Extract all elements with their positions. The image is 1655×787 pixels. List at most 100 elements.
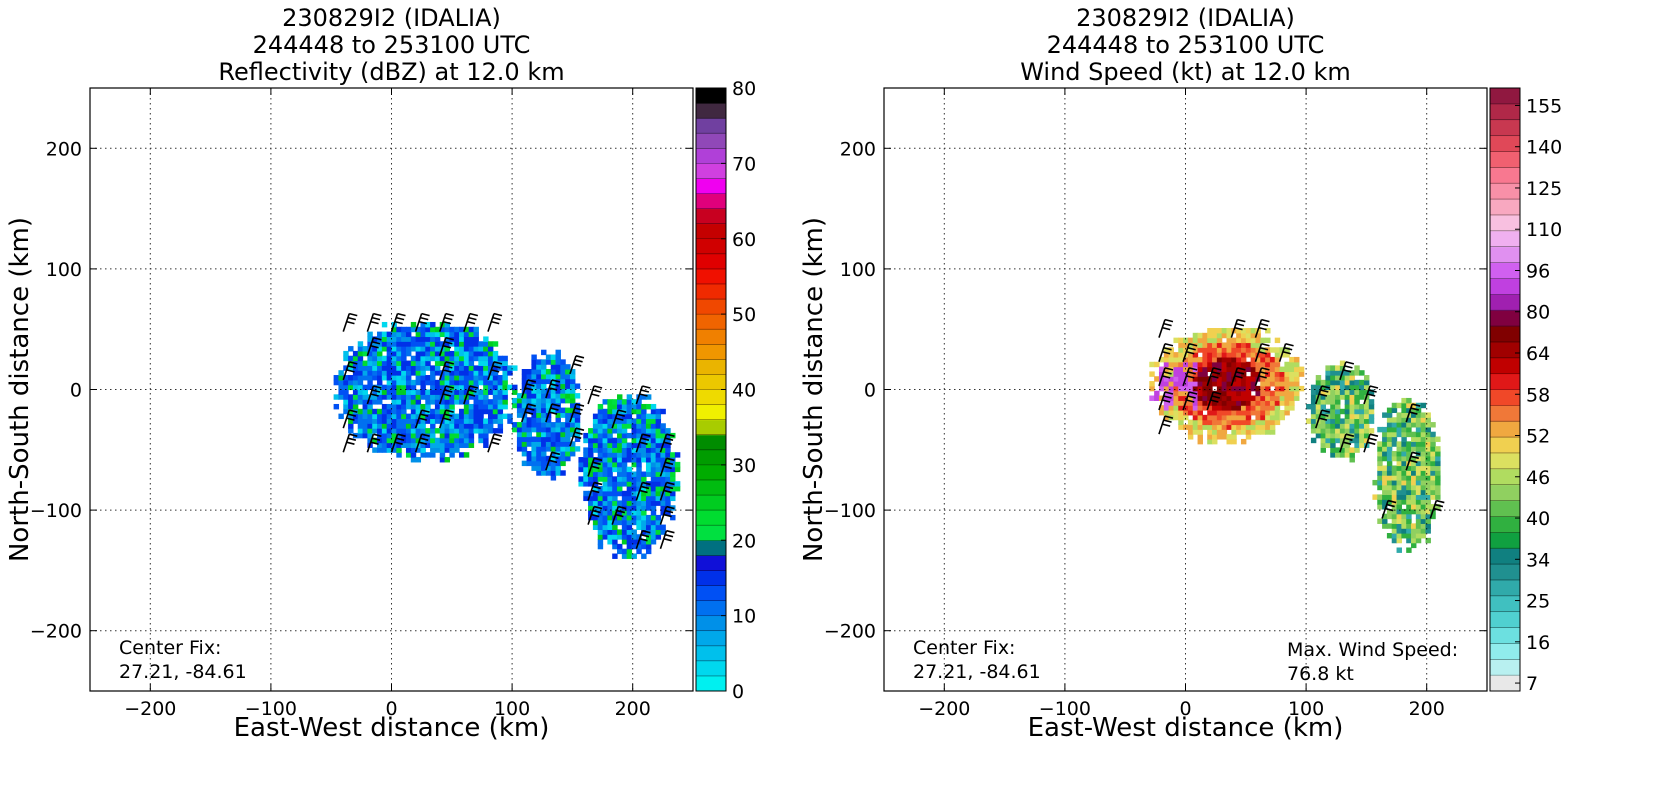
- colorbar-tick-label: 16: [1526, 632, 1550, 654]
- colorbar-swatch: [1490, 468, 1520, 486]
- wind-barb: [520, 403, 536, 423]
- x-tick-label: 200: [1409, 698, 1445, 720]
- colorbar-swatch: [696, 268, 726, 285]
- wind-barb: [611, 409, 627, 429]
- colorbar-tick-label: 64: [1526, 343, 1550, 365]
- colorbar-swatch: [1490, 389, 1520, 406]
- colorbar-swatch: [696, 495, 726, 511]
- colorbar-tick-label: 110: [1526, 219, 1562, 241]
- colorbar-tick-label: 10: [732, 606, 756, 628]
- wind-barb: [390, 312, 406, 332]
- wind-barb: [342, 361, 358, 381]
- colorbar-swatch: [696, 88, 726, 104]
- y-axis-label: North-South distance (km): [799, 217, 829, 562]
- wind-barb: [414, 312, 430, 332]
- colorbar-swatch: [696, 585, 726, 602]
- y-tick-label: −100: [30, 500, 82, 522]
- colorbar-swatch: [696, 299, 726, 315]
- wind-barb: [1381, 499, 1397, 519]
- wind-barbs: [342, 312, 675, 549]
- x-tick-label: 100: [1288, 698, 1324, 720]
- colorbar-tick-label: 155: [1526, 95, 1562, 117]
- colorbar-tick-label: 30: [732, 455, 756, 477]
- wind-barb: [635, 481, 651, 501]
- colorbar-swatch: [1490, 246, 1520, 264]
- center-fix-value: 27.21, -84.61: [119, 661, 247, 683]
- center-fix-label: Center Fix:: [119, 637, 221, 659]
- colorbar-tick-label: 80: [1526, 302, 1550, 324]
- echo-region: [333, 321, 518, 463]
- wind-barb: [1405, 451, 1421, 471]
- colorbar-swatch: [696, 630, 726, 647]
- colorbar-swatch: [1490, 484, 1520, 502]
- wind-barb: [342, 312, 358, 332]
- wind-barb: [545, 451, 561, 471]
- wind-barb: [487, 312, 503, 332]
- wind-barb: [1405, 403, 1421, 423]
- wind-barb: [1230, 318, 1246, 338]
- wind-barb: [635, 385, 651, 405]
- colorbar-tick-label: 58: [1526, 384, 1550, 406]
- colorbar-swatch: [696, 389, 726, 406]
- colorbar: 0 10 20 30 40 50 60 70 80: [695, 78, 756, 703]
- wind-barb: [1314, 409, 1330, 429]
- colorbar-swatch: [1490, 135, 1520, 152]
- wind-barb: [1158, 367, 1174, 387]
- colorbar-swatch: [696, 253, 726, 270]
- wind-barb: [487, 361, 503, 381]
- wind-barb: [1314, 385, 1330, 405]
- wind-barb: [366, 433, 382, 453]
- wind-barb: [569, 355, 585, 375]
- colorbar-swatch: [1490, 564, 1520, 581]
- wind-barb: [569, 427, 585, 447]
- wind-barb: [342, 433, 358, 453]
- colorbar-swatch: [696, 238, 726, 255]
- data-layer: [333, 312, 681, 559]
- colorbar-swatch: [1490, 532, 1520, 549]
- colorbar-tick-label: 52: [1526, 426, 1550, 448]
- wind-barb: [366, 336, 382, 356]
- colorbar-swatch: [1490, 643, 1520, 660]
- y-tick-label: −200: [30, 621, 82, 643]
- echo-region: [512, 349, 581, 481]
- colorbar-tick-label: 0: [732, 681, 744, 703]
- max-wind-value: 76.8 kt: [1287, 663, 1354, 685]
- chart-title-line: 230829I2 (IDALIA): [1076, 4, 1295, 32]
- colorbar-swatch: [1490, 214, 1520, 232]
- colorbar-swatch: [696, 223, 726, 240]
- wind-barb: [414, 409, 430, 429]
- colorbar: 7 16 25 34 40 46 52 58 64 80 96 110 125 140 155: [1489, 87, 1562, 695]
- data-layer: [1149, 318, 1445, 553]
- wind-barb: [1230, 367, 1246, 387]
- colorbar-swatch: [696, 449, 726, 466]
- colorbar-swatch: [696, 359, 726, 375]
- echo-region: [1149, 327, 1305, 445]
- wind-barb: [438, 409, 454, 429]
- colorbar-swatch: [696, 314, 726, 330]
- colorbar-swatch: [1490, 579, 1520, 597]
- colorbar-swatch: [1490, 595, 1520, 613]
- x-tick-label: −200: [918, 698, 970, 720]
- center-fix-value: 27.21, -84.61: [913, 661, 1041, 683]
- colorbar-swatch: [696, 374, 726, 390]
- colorbar-tick-label: 46: [1526, 467, 1550, 489]
- colorbar-swatch: [696, 344, 726, 360]
- y-tick-label: 100: [840, 259, 876, 281]
- colorbar-swatch: [696, 163, 726, 179]
- colorbar-swatch: [1490, 262, 1520, 279]
- wind-barb: [1363, 433, 1379, 453]
- colorbar-tick-label: 20: [732, 530, 756, 552]
- colorbar-swatch: [696, 615, 726, 632]
- wind-barb: [1254, 318, 1270, 338]
- axis-ticks: −200 −100 0 100 200 −200 −100 0 100 200: [824, 88, 1487, 720]
- wind-barb: [587, 457, 603, 477]
- colorbar-swatch: [1490, 500, 1520, 517]
- colorbar-swatch: [696, 118, 726, 134]
- y-tick-label: 200: [840, 138, 876, 160]
- colorbar-swatch: [1490, 151, 1520, 168]
- echo-region: [1306, 360, 1375, 463]
- wind-barb: [659, 457, 675, 477]
- wind-barb: [438, 385, 454, 405]
- chart-title-line: 244448 to 253100 UTC: [1047, 31, 1325, 59]
- chart-panel-2: −200 −100 0 100 200 −200 −100 0 100 200 East-West …: [799, 4, 1562, 743]
